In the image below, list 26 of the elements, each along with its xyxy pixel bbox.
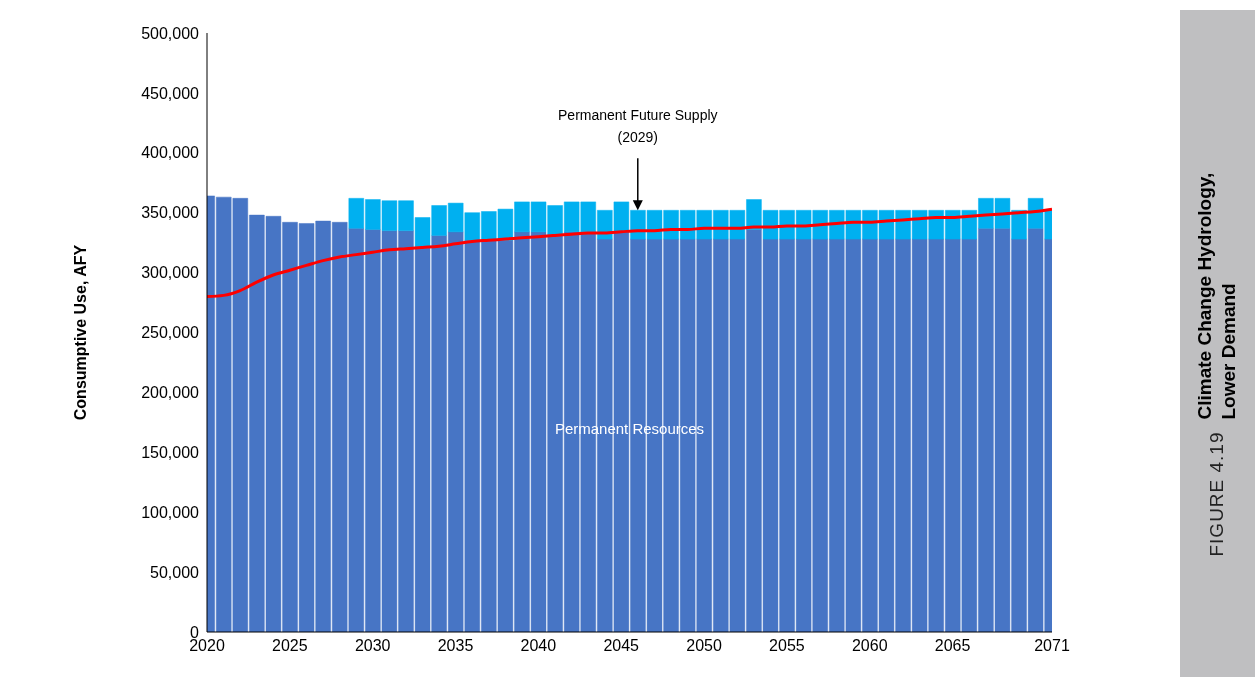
text: Climate Change Hydrology, Lower Demand	[1193, 171, 1240, 420]
x-tick-label: 2020	[189, 637, 225, 655]
annotation: Permanent Future Supply (2029)	[558, 107, 718, 146]
y-tick-label: 450,000	[141, 84, 200, 102]
x-tick-label: 2065	[934, 637, 971, 655]
y-tick-label: 500,000	[141, 24, 200, 42]
y-tick-label: 350,000	[141, 204, 200, 222]
y-tick-label: 200,000	[141, 384, 200, 402]
x-tick-label: 2030	[354, 637, 391, 655]
x-tick-label: 2035	[437, 637, 474, 655]
y-tick-label: 150,000	[141, 443, 200, 461]
line-series	[207, 207, 1052, 299]
x-tick-label: 2050	[686, 637, 722, 655]
x-tick-label: 2025	[272, 637, 308, 655]
y-tick-label: 50,000	[150, 563, 200, 581]
y-tick-label: 250,000	[141, 324, 200, 342]
x-tick-label: 2071	[1034, 637, 1070, 655]
x-tick-label: 2045	[603, 637, 640, 655]
y-axis-title: Consumptive Use, AFY	[71, 244, 89, 421]
y-tick-label: 400,000	[141, 144, 200, 162]
y-tick-label: 300,000	[141, 264, 200, 282]
caption: FIGURE 4.19	[1206, 431, 1228, 557]
x-tick-label: 2060	[851, 637, 888, 655]
y-tick-label: 100,000	[141, 503, 200, 521]
x-tick-label: 2055	[769, 637, 805, 655]
x-tick-label: 2040	[520, 637, 557, 655]
